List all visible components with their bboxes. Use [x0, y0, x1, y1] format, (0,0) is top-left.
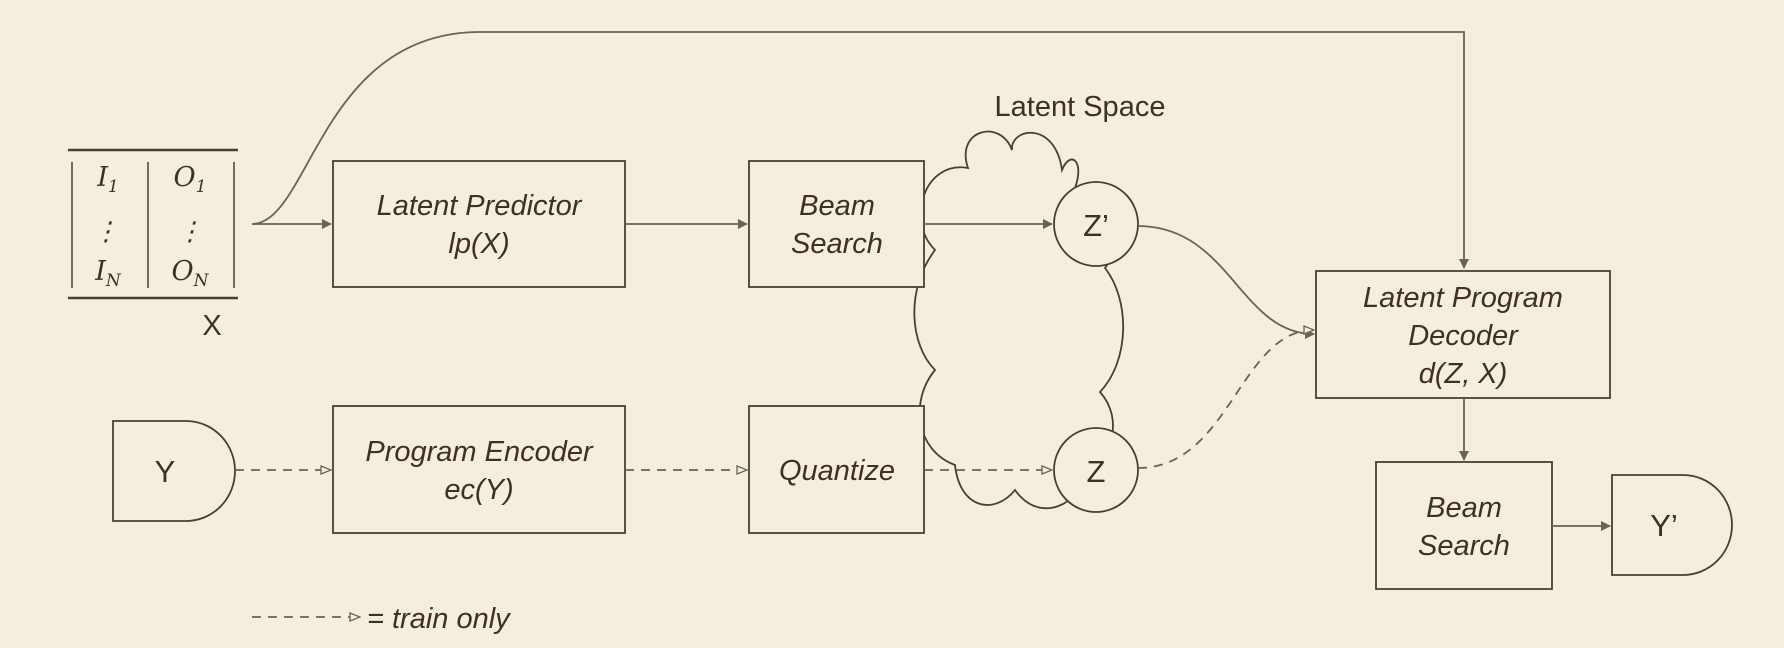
program-encoder-box: Program Encoder ec(Y) — [332, 405, 626, 534]
y-output-shape: Y’ — [1611, 474, 1733, 576]
y-input-label: Y — [155, 454, 176, 489]
latent-space-title: Latent Space — [995, 91, 1166, 123]
decoder-function: d(Z, X) — [1419, 358, 1508, 390]
input-table: I1 O1 ⋮ ⋮ IN ON X — [68, 148, 238, 342]
latent-space-cloud — [913, 130, 1125, 510]
table-row-3-output: ON — [171, 256, 209, 291]
z-prime-node: Z’ — [1053, 181, 1139, 267]
table-row-2-input: ⋮ — [93, 217, 119, 247]
latent-program-decoder-box: Latent Program Decoder d(Z, X) — [1315, 270, 1611, 399]
beam-search-bottom-line1: Beam — [1426, 492, 1502, 524]
beam-search-top-box: Beam Search — [748, 160, 925, 288]
beam-search-bottom-box: Beam Search — [1375, 461, 1553, 590]
legend-text: = train only — [367, 603, 511, 635]
z-label: Z — [1087, 454, 1106, 489]
table-row-3-input: IN — [94, 256, 122, 291]
z-prime-label: Z’ — [1083, 208, 1109, 243]
y-input-shape: Y — [112, 420, 236, 522]
decoder-line2: Decoder — [1408, 320, 1519, 352]
program-encoder-function: ec(Y) — [444, 474, 513, 506]
latent-predictor-function: lp(X) — [448, 228, 509, 260]
arrow-x-to-decoder — [251, 31, 1469, 269]
beam-search-top-line1: Beam — [799, 190, 875, 222]
quantize-label: Quantize — [779, 455, 895, 487]
quantize-box: Quantize — [748, 405, 925, 534]
y-output-label: Y’ — [1650, 508, 1678, 543]
z-node: Z — [1053, 427, 1139, 513]
table-row-1-output: O1 — [174, 162, 207, 197]
table-row-2-output: ⋮ — [177, 217, 203, 247]
program-encoder-title: Program Encoder — [365, 436, 594, 468]
arrow-z-prime-to-decoder — [1137, 225, 1315, 339]
table-row-1-input: I1 — [96, 162, 119, 197]
beam-search-bottom-line2: Search — [1418, 530, 1510, 562]
latent-predictor-title: Latent Predictor — [377, 190, 583, 222]
decoder-line1: Latent Program — [1363, 282, 1563, 314]
table-label-x: X — [202, 310, 221, 342]
latent-predictor-box: Latent Predictor lp(X) — [332, 160, 626, 288]
dashed-arrow-z-to-decoder — [1137, 330, 1314, 469]
legend: = train only — [252, 603, 511, 635]
beam-search-top-line2: Search — [791, 228, 883, 260]
